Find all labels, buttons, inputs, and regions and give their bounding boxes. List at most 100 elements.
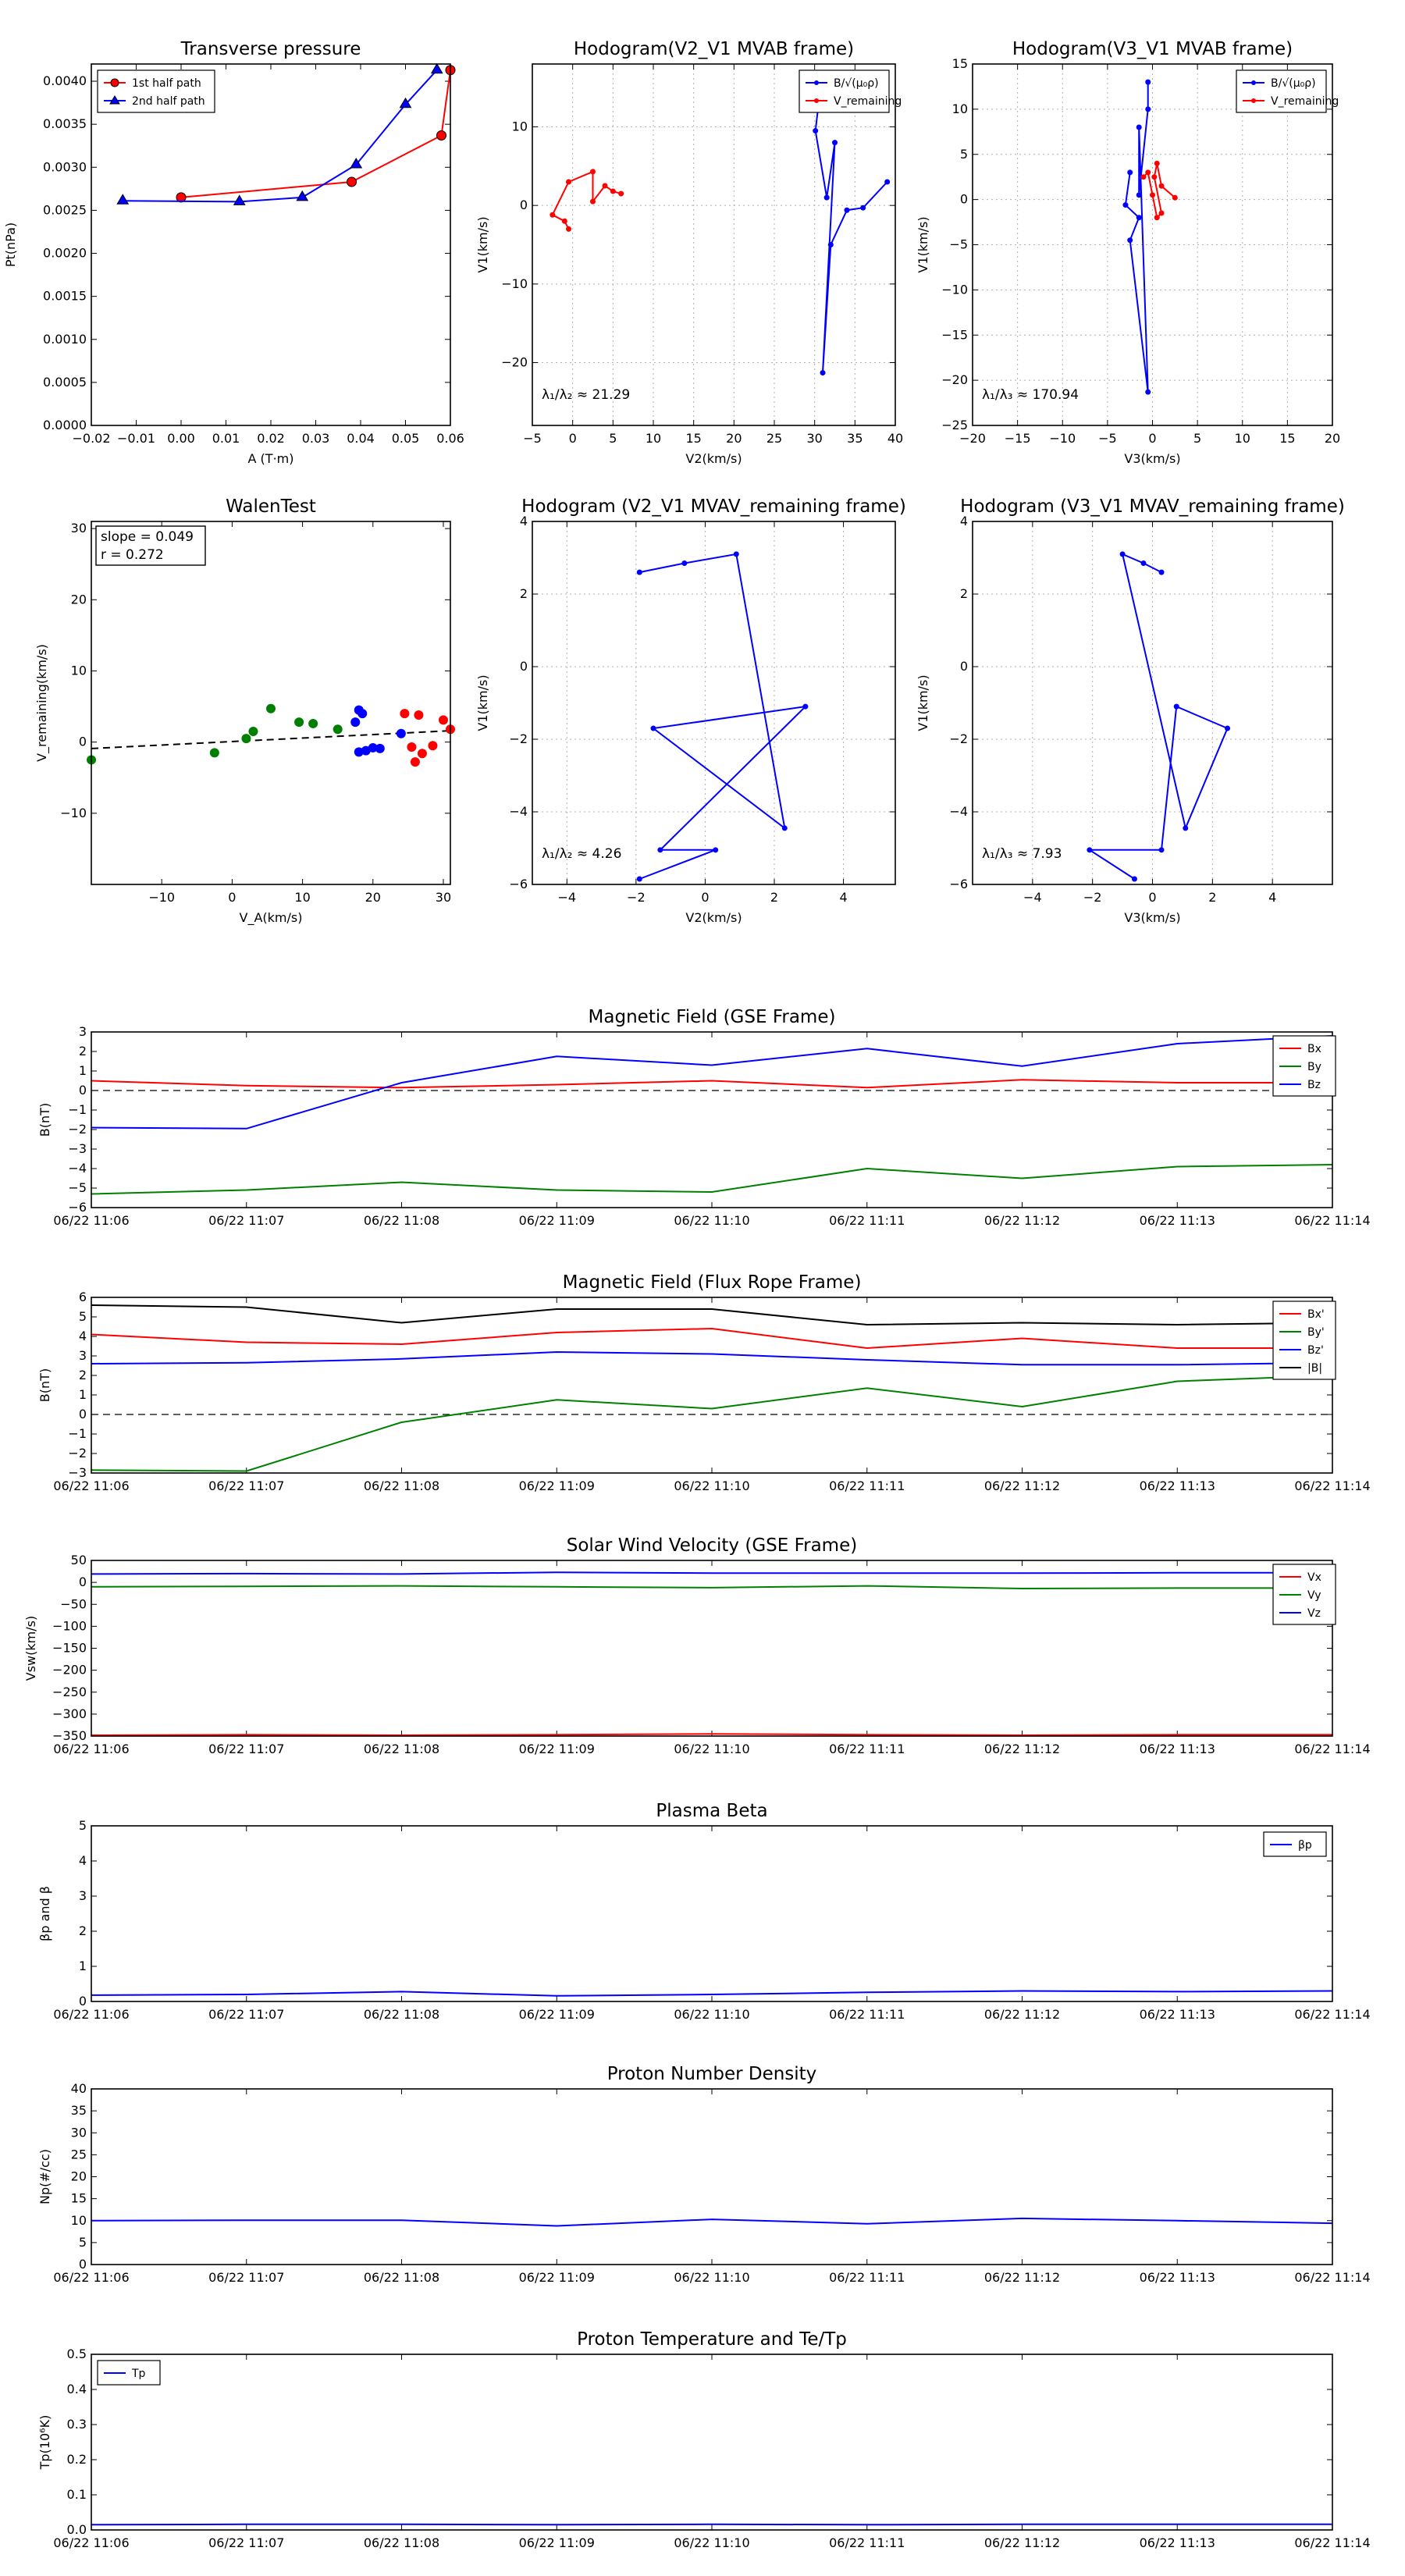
x-tick-label: 10: [294, 890, 310, 905]
legend-label: Bx: [1307, 1043, 1321, 1055]
data-point: [361, 745, 371, 756]
y-tick-label: 3: [79, 1348, 87, 1363]
x-tick-label: 4: [839, 890, 847, 905]
x-tick-label: 2: [770, 890, 778, 905]
legend-label: Bx': [1307, 1308, 1325, 1321]
data-point: [248, 726, 258, 736]
data-point: [813, 128, 819, 134]
legend-label: B/√(μ₀ρ): [834, 77, 879, 90]
y-tick-label: 20: [71, 592, 87, 607]
chart-title: WalenTest: [226, 496, 316, 517]
y-tick-label: −4: [949, 804, 968, 819]
data-point: [430, 62, 443, 74]
data-point: [561, 218, 567, 224]
y-tick-label: 0.0020: [43, 246, 87, 261]
chart-title: Solar Wind Velocity (GSE Frame): [567, 1535, 857, 1556]
x-tick-label: 20: [726, 431, 742, 446]
y-axis-label: V1(km/s): [916, 216, 930, 272]
x-tick-label: 06/22 11:14: [1294, 2270, 1370, 2285]
y-tick-label: 30: [71, 2125, 87, 2140]
legend-label: Bz': [1307, 1344, 1324, 1357]
plot-frame: [532, 521, 896, 885]
x-tick-label: 0.01: [212, 431, 240, 446]
data-point: [375, 743, 385, 753]
data-point: [347, 176, 357, 187]
x-tick-label: 0.04: [347, 431, 375, 446]
data-point: [407, 742, 417, 753]
y-tick-label: −10: [941, 282, 968, 297]
x-tick-label: 06/22 11:12: [984, 2270, 1060, 2285]
x-tick-label: 06/22 11:06: [53, 2535, 129, 2550]
x-tick-label: 06/22 11:06: [53, 2270, 129, 2285]
data-point: [296, 190, 309, 201]
x-tick-label: 0: [1148, 431, 1156, 446]
x-tick-label: 25: [767, 431, 782, 446]
data-point: [1140, 560, 1147, 566]
x-axis-label: V3(km/s): [1124, 910, 1180, 925]
data-point: [176, 192, 187, 203]
eigenvalue-ratio: λ₁/λ₃ ≈ 7.93: [982, 846, 1062, 862]
y-tick-label: 0.0000: [43, 418, 87, 432]
y-tick-label: −1: [68, 1102, 87, 1117]
chart-title: Proton Temperature and Te/Tp: [577, 2329, 847, 2350]
x-axis-label: V2(km/s): [685, 451, 742, 466]
x-tick-label: 06/22 11:07: [208, 2007, 284, 2022]
y-tick-label: 1: [79, 1063, 87, 1078]
series-line: [814, 103, 888, 373]
y-tick-label: −150: [52, 1641, 87, 1656]
data-point: [733, 551, 739, 557]
y-tick-label: −3: [68, 1141, 87, 1156]
x-tick-label: −2: [627, 890, 646, 905]
eigenvalue-ratio: λ₁/λ₂ ≈ 4.26: [542, 846, 621, 862]
y-tick-label: 0.0030: [43, 159, 87, 174]
legend: B/√(μ₀ρ) V_remaining: [1236, 69, 1339, 113]
y-axis-label: Vsw(km/s): [23, 1616, 38, 1681]
y-tick-label: 2: [960, 586, 968, 601]
data-point: [566, 226, 571, 232]
legend-marker: [110, 78, 119, 87]
x-tick-label: 06/22 11:06: [53, 1213, 129, 1228]
y-tick-label: 0: [960, 659, 968, 674]
chart-title: Hodogram (V2_V1 MVAV_remaining frame): [521, 496, 906, 517]
legend: Bx By Bz: [1272, 1035, 1336, 1097]
data-point: [713, 847, 719, 853]
data-point: [636, 569, 642, 575]
legend-label: V_remaining: [834, 95, 902, 108]
y-tick-label: 6: [79, 1290, 87, 1304]
x-tick-label: 06/22 11:14: [1294, 1213, 1370, 1228]
legend-label: Vx: [1307, 1571, 1321, 1584]
stats-box: [95, 525, 206, 566]
x-tick-label: 06/22 11:11: [829, 2535, 905, 2550]
data-point: [350, 717, 361, 728]
chart-title: Hodogram(V3_V1 MVAB frame): [1012, 39, 1293, 59]
data-point: [1158, 847, 1165, 853]
data-point: [233, 194, 246, 205]
y-tick-label: 2: [520, 586, 528, 601]
x-axis-label: A (T·m): [248, 451, 294, 466]
y-tick-label: 0: [520, 659, 528, 674]
data-point: [650, 725, 656, 731]
data-point: [1172, 194, 1178, 201]
y-tick-label: −3: [68, 1465, 87, 1480]
x-tick-label: 0.05: [392, 431, 420, 446]
series-line: [91, 2217, 1333, 2227]
data-point: [1145, 389, 1151, 395]
series-line: [123, 69, 438, 203]
y-tick-label: −350: [52, 1728, 87, 1743]
legend-label: Vy: [1307, 1589, 1321, 1602]
x-tick-label: 06/22 11:09: [519, 2007, 595, 2022]
x-tick-label: 06/22 11:11: [829, 1742, 905, 1756]
x-tick-label: 06/22 11:10: [674, 1742, 749, 1756]
y-tick-label: −2: [509, 731, 528, 746]
data-point: [610, 188, 616, 194]
y-tick-label: 0.1: [67, 2487, 87, 2502]
x-tick-label: 06/22 11:12: [984, 1742, 1060, 1756]
legend-label: 2nd half path: [132, 95, 205, 108]
y-tick-label: 50: [71, 1553, 87, 1567]
legend-marker: [1251, 98, 1256, 103]
data-point: [396, 728, 406, 738]
x-tick-label: 06/22 11:14: [1294, 2007, 1370, 2022]
y-tick-label: 0.0015: [43, 289, 87, 304]
x-tick-label: 15: [685, 431, 701, 446]
y-tick-label: −10: [60, 806, 87, 820]
